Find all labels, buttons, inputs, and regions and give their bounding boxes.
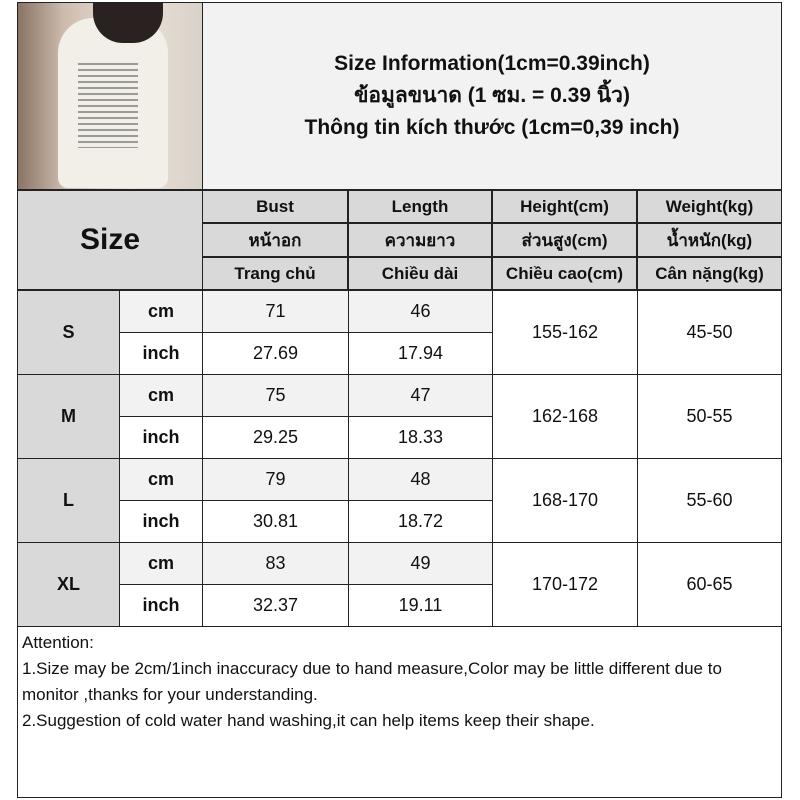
column-header: Chiều dài — [348, 257, 492, 290]
size-info-title: Size Information(1cm=0.39inch) ข้อมูลขนา… — [202, 2, 782, 190]
column-header: Bust — [202, 190, 348, 223]
bust-cm: 75 — [202, 374, 349, 417]
size-cell: XL — [17, 542, 120, 627]
unit-cm: cm — [119, 290, 203, 333]
length-inch: 18.72 — [348, 500, 493, 543]
unit-inch: inch — [119, 332, 203, 375]
weight-range: 45-50 — [637, 290, 782, 375]
attention-note-1: 1.Size may be 2cm/1inch inaccuracy due t… — [22, 659, 722, 704]
column-header: หน้าอก — [202, 223, 348, 257]
bust-inch: 32.37 — [202, 584, 349, 627]
length-cm: 48 — [348, 458, 493, 501]
unit-inch: inch — [119, 584, 203, 627]
height-range: 170-172 — [492, 542, 638, 627]
bust-cm: 79 — [202, 458, 349, 501]
length-cm: 47 — [348, 374, 493, 417]
weight-range: 55-60 — [637, 458, 782, 543]
product-photo — [17, 2, 203, 190]
column-header: Trang chủ — [202, 257, 348, 290]
unit-cm: cm — [119, 542, 203, 585]
size-header: Size — [17, 190, 203, 290]
length-cm: 46 — [348, 290, 493, 333]
attention-heading: Attention: — [22, 633, 94, 652]
length-inch: 19.11 — [348, 584, 493, 627]
weight-range: 50-55 — [637, 374, 782, 459]
length-cm: 49 — [348, 542, 493, 585]
unit-inch: inch — [119, 500, 203, 543]
height-range: 168-170 — [492, 458, 638, 543]
column-header: Cân nặng(kg) — [637, 257, 782, 290]
height-range: 162-168 — [492, 374, 638, 459]
column-header: น้ำหนัก(kg) — [637, 223, 782, 257]
column-header: ความยาว — [348, 223, 492, 257]
title-vietnamese: Thông tin kích thước (1cm=0,39 inch) — [304, 116, 680, 139]
title-thai: ข้อมูลขนาด (1 ซม. = 0.39 นิ้ว) — [354, 84, 630, 107]
bust-inch: 27.69 — [202, 332, 349, 375]
column-header: Chiều cao(cm) — [492, 257, 637, 290]
column-header: ส่วนสูง(cm) — [492, 223, 637, 257]
size-cell: L — [17, 458, 120, 543]
column-header: Weight(kg) — [637, 190, 782, 223]
bust-cm: 83 — [202, 542, 349, 585]
length-inch: 17.94 — [348, 332, 493, 375]
attention-note-2: 2.Suggestion of cold water hand washing,… — [22, 711, 595, 730]
unit-inch: inch — [119, 416, 203, 459]
bust-cm: 71 — [202, 290, 349, 333]
unit-cm: cm — [119, 374, 203, 417]
length-inch: 18.33 — [348, 416, 493, 459]
unit-cm: cm — [119, 458, 203, 501]
weight-range: 60-65 — [637, 542, 782, 627]
column-header: Height(cm) — [492, 190, 637, 223]
bust-inch: 29.25 — [202, 416, 349, 459]
column-header: Length — [348, 190, 492, 223]
size-cell: M — [17, 374, 120, 459]
title-english: Size Information(1cm=0.39inch) — [334, 52, 650, 75]
attention-notes: Attention: 1.Size may be 2cm/1inch inacc… — [17, 626, 782, 798]
size-cell: S — [17, 290, 120, 375]
bust-inch: 30.81 — [202, 500, 349, 543]
height-range: 155-162 — [492, 290, 638, 375]
